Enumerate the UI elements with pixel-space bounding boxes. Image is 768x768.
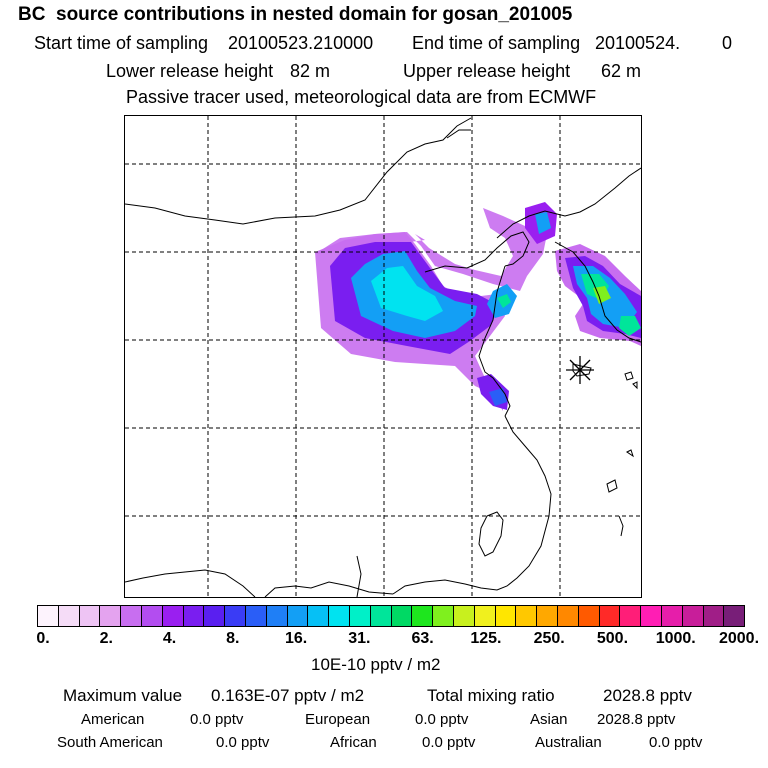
colorbar-segment bbox=[599, 606, 621, 626]
colorbar-segment bbox=[453, 606, 475, 626]
start-time-label: Start time of sampling bbox=[34, 33, 209, 53]
lower-height-label: Lower release height bbox=[106, 61, 274, 81]
colorbar-segment bbox=[495, 606, 517, 626]
contribution-field bbox=[315, 202, 641, 411]
tracer-note: Passive tracer used, meteorological data… bbox=[126, 87, 597, 107]
region-value: 0.0 pptv bbox=[415, 711, 469, 728]
colorbar-tick-label: 63. bbox=[411, 630, 434, 647]
colorbar-segment bbox=[537, 606, 558, 626]
colorbar-tick-label: 250. bbox=[533, 630, 565, 647]
region-name: Australian bbox=[535, 734, 602, 751]
colorbar bbox=[37, 605, 745, 627]
colorbar-tick-label: 500. bbox=[596, 630, 629, 647]
colorbar-segment bbox=[100, 606, 122, 626]
max-value: 0.163E-07 pptv / m2 bbox=[211, 686, 365, 705]
colorbar-segment bbox=[329, 606, 350, 626]
colorbar-segment bbox=[266, 606, 288, 626]
end-time-label: End time of sampling bbox=[412, 33, 581, 53]
region-name: African bbox=[330, 734, 377, 751]
lower-height-value: 82 m bbox=[290, 61, 331, 81]
region-name: American bbox=[81, 711, 145, 728]
colorbar-segment bbox=[162, 606, 184, 626]
coastlines bbox=[125, 117, 641, 597]
colorbar-segment bbox=[578, 606, 600, 626]
plot-title: BC source contributions in nested domain… bbox=[18, 4, 573, 25]
colorbar-segment bbox=[474, 606, 496, 626]
colorbar-tick-label: 31. bbox=[348, 630, 371, 647]
colorbar-segment bbox=[724, 606, 745, 626]
colorbar-segment bbox=[287, 606, 309, 626]
region-value: 2028.8 pptv bbox=[597, 711, 676, 728]
colorbar-segment bbox=[661, 606, 683, 626]
colorbar-segment bbox=[682, 606, 704, 626]
colorbar-segment bbox=[58, 606, 80, 626]
colorbar-units: 10E-10 pptv / m2 bbox=[311, 655, 441, 674]
colorbar-tick-label: 1000. bbox=[655, 630, 696, 647]
colorbar-segment bbox=[391, 606, 413, 626]
colorbar-segment bbox=[225, 606, 246, 626]
region-name: South American bbox=[57, 734, 163, 751]
colorbar-segment bbox=[183, 606, 205, 626]
colorbar-tick-label: 8. bbox=[226, 630, 240, 647]
region-name: Asian bbox=[530, 711, 568, 728]
colorbar-segment bbox=[38, 606, 59, 626]
colorbar-segment bbox=[121, 606, 142, 626]
region-value: 0.0 pptv bbox=[190, 711, 244, 728]
colorbar-tick-label: 2000. bbox=[718, 630, 760, 647]
colorbar-segment bbox=[141, 606, 163, 626]
upper-height-value: 62 m bbox=[601, 61, 642, 81]
colorbar-segment bbox=[516, 606, 538, 626]
region-value: 0.0 pptv bbox=[216, 734, 270, 751]
region-name: European bbox=[305, 711, 371, 728]
colorbar-segment bbox=[204, 606, 226, 626]
receptor-marker bbox=[566, 356, 594, 384]
region-value: 0.0 pptv bbox=[422, 734, 476, 751]
colorbar-tick-label: 125. bbox=[470, 630, 502, 647]
colorbar-segment bbox=[620, 606, 642, 626]
end-time-value: 20100524. bbox=[595, 33, 681, 53]
colorbar-segment bbox=[370, 606, 392, 626]
colorbar-tick-label: 4. bbox=[162, 630, 177, 647]
map-panel bbox=[124, 115, 642, 598]
colorbar-segment bbox=[349, 606, 371, 626]
total-mixing-value: 2028.8 pptv bbox=[603, 686, 692, 705]
total-mixing-label: Total mixing ratio bbox=[427, 686, 555, 705]
colorbar-segment bbox=[703, 606, 725, 626]
graticule bbox=[125, 116, 641, 597]
upper-height-label: Upper release height bbox=[403, 61, 571, 81]
start-time-value: 20100523.210000 bbox=[228, 33, 374, 53]
colorbar-segment bbox=[79, 606, 101, 626]
colorbar-tick-label: 2. bbox=[99, 630, 113, 647]
colorbar-tick-label: 0. bbox=[36, 630, 50, 647]
colorbar-tick-label: 16. bbox=[284, 630, 308, 647]
max-value-label: Maximum value bbox=[63, 686, 183, 705]
colorbar-segment bbox=[641, 606, 662, 626]
colorbar-segment bbox=[557, 606, 579, 626]
end-time-extra: 0 bbox=[722, 33, 733, 53]
map-canvas bbox=[125, 116, 641, 597]
colorbar-segment bbox=[308, 606, 330, 626]
region-value: 0.0 pptv bbox=[649, 734, 703, 751]
colorbar-segment bbox=[433, 606, 454, 626]
colorbar-segment bbox=[412, 606, 434, 626]
colorbar-segment bbox=[245, 606, 267, 626]
